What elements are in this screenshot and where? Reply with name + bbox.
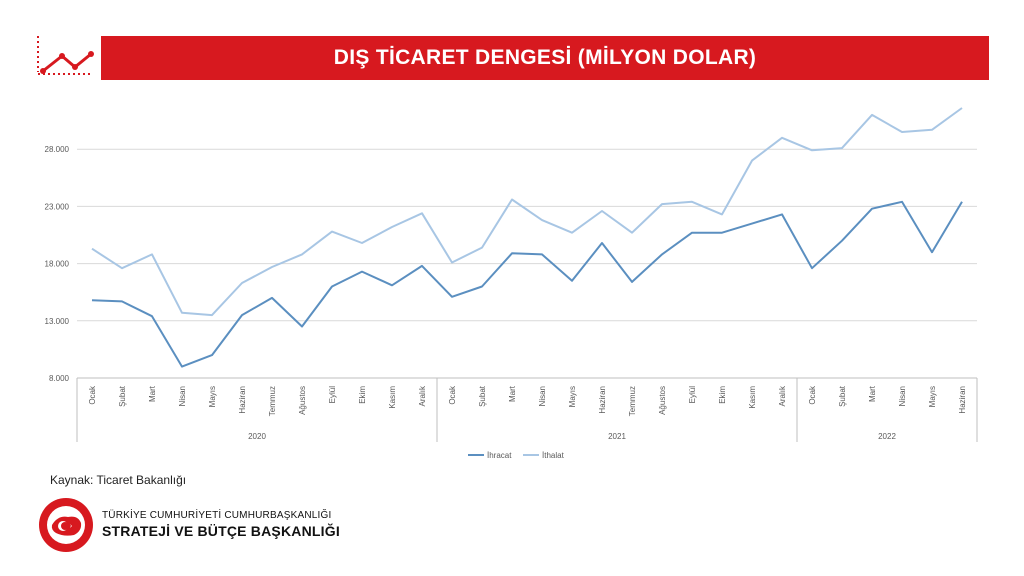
group-label: 2021 [608, 432, 626, 441]
x-tick-label: Ekim [718, 386, 727, 404]
x-tick-label: Mart [148, 385, 157, 402]
series-line-imports [91, 107, 963, 317]
seal-icon [39, 498, 93, 552]
x-tick-label: Ocak [808, 385, 817, 405]
legend-label: İhracat [487, 451, 512, 460]
trend-line-icon [37, 36, 94, 75]
group-label: 2020 [248, 432, 266, 441]
x-tick-label: Kasım [388, 386, 397, 409]
y-tick-label: 8.000 [49, 374, 70, 383]
x-tick-label: Eylül [688, 386, 697, 404]
x-tick-label: Mayıs [568, 386, 577, 407]
y-tick-label: 18.000 [45, 260, 70, 269]
source-note: Kaynak: Ticaret Bakanlığı [50, 473, 187, 487]
x-tick-label: Nisan [178, 386, 187, 406]
x-tick-label: Nisan [538, 386, 547, 406]
organization-line2: STRATEJİ VE BÜTÇE BAŞKANLIĞI [102, 523, 340, 539]
group-label: 2022 [878, 432, 896, 441]
organization-line1: TÜRKİYE CUMHURİYETİ CUMHURBAŞKANLIĞI [102, 510, 332, 521]
x-tick-label: Temmuz [628, 386, 637, 416]
x-tick-label: Haziran [598, 386, 607, 414]
organization-block: TÜRKİYE CUMHURİYETİ CUMHURBAŞKANLIĞI STR… [102, 510, 340, 539]
x-tick-label: Mart [508, 385, 517, 402]
x-tick-label: Haziran [958, 386, 967, 414]
x-tick-label: Haziran [238, 386, 247, 414]
x-tick-label: Mayıs [208, 386, 217, 407]
legend-label: İthalat [542, 451, 565, 460]
x-tick-label: Şubat [478, 385, 487, 407]
x-tick-label: Mayıs [928, 386, 937, 407]
y-tick-label: 23.000 [45, 202, 70, 211]
x-tick-label: Temmuz [268, 386, 277, 416]
x-tick-label: Aralık [778, 385, 787, 406]
x-tick-label: Ocak [88, 385, 97, 405]
x-tick-label: Eylül [328, 386, 337, 404]
x-tick-label: Aralık [418, 385, 427, 406]
x-tick-label: Ağustos [658, 386, 667, 415]
x-tick-label: Nisan [898, 386, 907, 406]
x-tick-label: Şubat [838, 385, 847, 407]
title-bar: DIŞ TİCARET DENGESİ (MİLYON DOLAR) [101, 36, 989, 80]
chart-title: DIŞ TİCARET DENGESİ (MİLYON DOLAR) [333, 46, 757, 69]
y-tick-label: 28.000 [45, 145, 70, 154]
x-tick-label: Şubat [118, 385, 127, 407]
x-tick-label: Mart [868, 385, 877, 402]
x-tick-label: Ocak [448, 385, 457, 405]
x-tick-label: Ekim [358, 386, 367, 404]
series-line-exports [91, 200, 963, 368]
x-tick-label: Ağustos [298, 386, 307, 415]
y-tick-label: 13.000 [45, 317, 70, 326]
x-tick-label: Kasım [748, 386, 757, 409]
